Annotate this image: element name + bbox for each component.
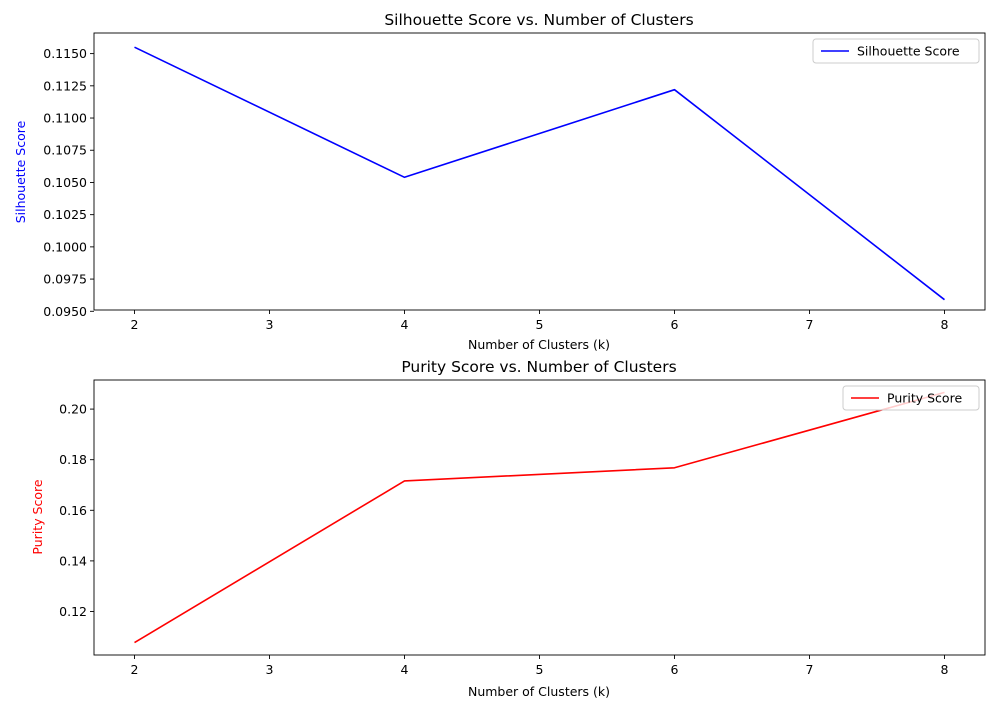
y-tick-label: 0.1075 — [43, 143, 87, 158]
series-line-0 — [134, 46, 945, 301]
x-tick-label: 3 — [266, 317, 274, 332]
y-tick-label: 0.1100 — [43, 111, 87, 126]
x-tick-label: 4 — [401, 662, 409, 677]
legend-label: Silhouette Score — [857, 44, 960, 59]
y-tick-label: 0.1025 — [43, 207, 87, 222]
legend: Purity Score — [842, 385, 980, 411]
chart-title: Purity Score vs. Number of Clusters — [401, 358, 676, 376]
plot-area: 2 3 4 5 6 7 8 0.0950 0.0975 0.1000 0.1025 0.1050 0.1… — [43, 32, 986, 332]
chart-title: Silhouette Score vs. Number of Clusters — [384, 11, 693, 29]
x-tick-label: 6 — [671, 662, 679, 677]
legend-box — [812, 38, 980, 64]
x-tick-label: 4 — [401, 317, 409, 332]
y-axis-title: Purity Score — [30, 479, 45, 554]
y-tick-label: 0.18 — [59, 452, 87, 467]
y-tick-label: 0.1050 — [43, 175, 87, 190]
x-tick-label: 3 — [266, 662, 274, 677]
x-tick-label: 8 — [941, 662, 949, 677]
y-tick-label: 0.1000 — [43, 239, 87, 254]
x-tick-label: 2 — [131, 317, 139, 332]
x-tick-label: 8 — [941, 317, 949, 332]
legend: Silhouette Score — [812, 38, 980, 64]
y-tick-label: 0.20 — [59, 402, 87, 417]
y-axis-title: Silhouette Score — [13, 120, 28, 223]
legend-box — [842, 385, 980, 411]
purity-chart: Purity Score vs. Number of Clusters 2 3 4 5… — [30, 358, 986, 699]
series-line-0 — [134, 391, 945, 644]
x-tick-label: 2 — [131, 662, 139, 677]
legend-label: Purity Score — [887, 391, 962, 406]
y-tick-label: 0.12 — [59, 604, 87, 619]
plot-area: 2 3 4 5 6 7 8 0.12 0.14 0.16 0.18 0.20 Purity Score — [59, 379, 986, 677]
y-tick-label: 0.0950 — [43, 304, 87, 319]
y-tick-label: 0.1150 — [43, 46, 87, 61]
x-tick-label: 7 — [806, 317, 814, 332]
x-tick-label: 5 — [536, 317, 544, 332]
x-axis-title: Number of Clusters (k) — [468, 337, 610, 352]
x-tick-label: 6 — [671, 317, 679, 332]
x-axis-title: Number of Clusters (k) — [468, 684, 610, 699]
y-tick-label: 0.1125 — [43, 78, 87, 93]
x-tick-label: 7 — [806, 662, 814, 677]
y-tick-label: 0.16 — [59, 503, 87, 518]
x-tick-label: 5 — [536, 662, 544, 677]
y-tick-label: 0.0975 — [43, 272, 87, 287]
silhouette-chart: Silhouette Score vs. Number of Clusters … — [13, 11, 986, 352]
y-tick-label: 0.14 — [59, 553, 87, 568]
